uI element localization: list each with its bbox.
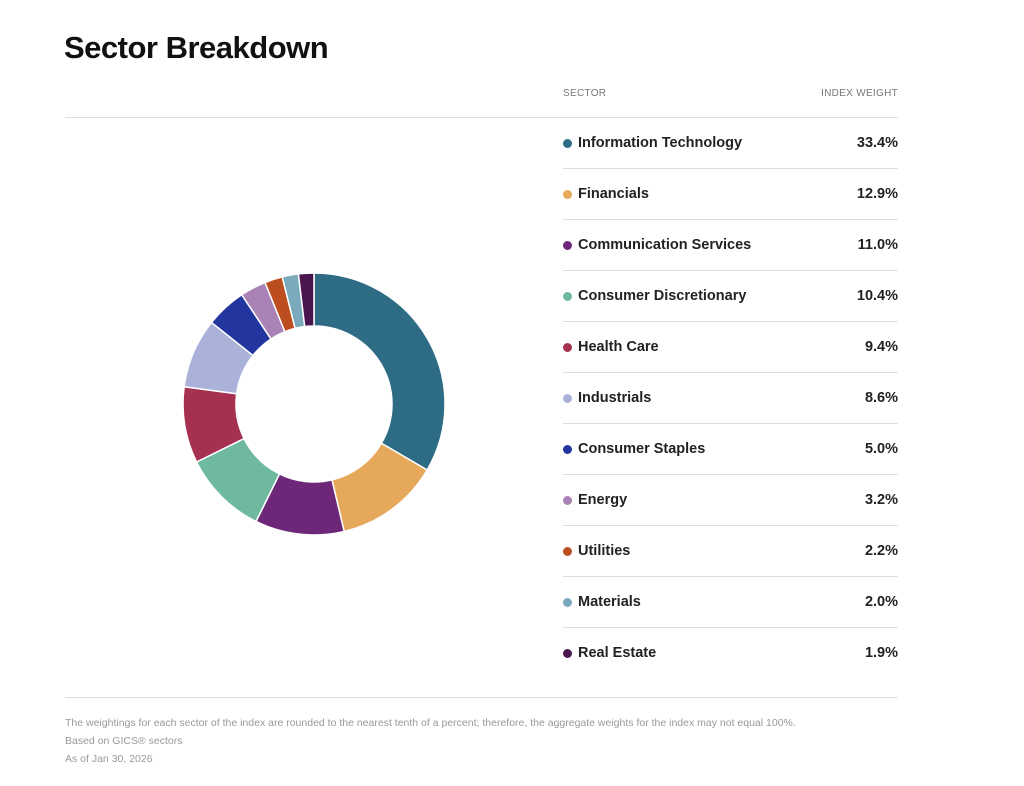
donut-slice-information-technology[interactable] [313, 272, 446, 472]
as-of-date: As of Jan 30, 2026 [65, 753, 153, 765]
sector-name: Energy [563, 492, 627, 508]
table-row: Information Technology 33.4% [563, 118, 898, 169]
donut-slice-real-estate[interactable] [297, 272, 315, 328]
table-row: Health Care 9.4% [563, 322, 898, 373]
legend-dot [563, 138, 572, 148]
table-row: Materials 2.0% [563, 577, 898, 628]
table-row: Financials 12.9% [563, 169, 898, 220]
legend-dot [563, 240, 572, 250]
table-row: Consumer Discretionary 10.4% [563, 271, 898, 322]
sector-name: Consumer Discretionary [563, 288, 746, 304]
sector-table: Information Technology 33.4% Financials 12.… [563, 118, 898, 678]
sector-weight: 2.0% [864, 594, 898, 610]
legend-dot [563, 495, 572, 505]
sector-name: Information Technology [563, 135, 742, 151]
sector-name: Communication Services [563, 237, 751, 253]
legend-dot [563, 189, 572, 199]
table-row: Consumer Staples 5.0% [563, 424, 898, 475]
rounding-note: The weightings for each sector of the in… [65, 717, 796, 729]
page-title: Sector Breakdown [64, 30, 329, 65]
table-row: Real Estate 1.9% [563, 628, 898, 678]
sector-label: Consumer Discretionary [578, 288, 747, 304]
legend-dot [563, 597, 572, 607]
sector-name: Materials [563, 594, 641, 610]
footnotes: The weightings for each sector of the in… [65, 714, 796, 768]
sector-label: Industrials [578, 390, 652, 406]
sector-label: Energy [578, 492, 628, 508]
sector-name: Health Care [563, 339, 659, 355]
sector-name: Financials [563, 186, 649, 202]
sector-label: Consumer Staples [578, 441, 706, 457]
sector-label: Real Estate [578, 645, 657, 661]
legend-dot [563, 342, 572, 352]
sector-weight: 11.0% [857, 237, 898, 253]
sector-label: Health Care [578, 339, 659, 355]
sector-label: Information Technology [578, 135, 743, 151]
sector-name: Consumer Staples [563, 441, 705, 457]
sector-weight: 33.4% [856, 135, 898, 151]
table-row: Industrials 8.6% [563, 373, 898, 424]
legend-dot [563, 393, 572, 403]
sector-label: Materials [578, 594, 641, 610]
sector-weight: 1.9% [864, 645, 898, 661]
sector-weight: 5.0% [864, 441, 898, 457]
table-row: Energy 3.2% [563, 475, 898, 526]
legend-dot [563, 546, 572, 556]
table-row: Communication Services 11.0% [563, 220, 898, 271]
gics-note: Based on GICS® sectors [65, 735, 183, 747]
sector-weight: 8.6% [864, 390, 898, 406]
sector-label: Communication Services [578, 237, 752, 253]
table-row: Utilities 2.2% [563, 526, 898, 577]
sector-name: Industrials [563, 390, 651, 406]
sector-weight: 10.4% [856, 288, 898, 304]
legend-dot [563, 291, 572, 301]
donut-chart [182, 272, 446, 536]
sector-column-header: SECTOR [563, 88, 607, 99]
sector-label: Financials [578, 186, 649, 202]
weight-column-header: INDEX WEIGHT [821, 88, 898, 99]
sector-name: Utilities [563, 543, 630, 559]
sector-weight: 3.2% [864, 492, 898, 508]
legend-dot [563, 444, 572, 454]
sector-name: Real Estate [563, 645, 656, 661]
sector-weight: 12.9% [856, 186, 898, 202]
table-header: SECTOR INDEX WEIGHT [563, 88, 898, 99]
divider [65, 117, 898, 118]
sector-weight: 2.2% [864, 543, 898, 559]
sector-weight: 9.4% [864, 339, 898, 355]
legend-dot [563, 648, 572, 658]
divider [65, 697, 898, 698]
sector-label: Utilities [578, 543, 631, 559]
